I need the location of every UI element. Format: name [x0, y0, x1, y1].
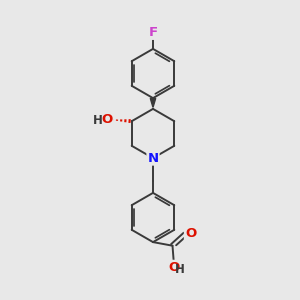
Text: F: F — [148, 26, 158, 39]
Text: O: O — [168, 261, 179, 274]
Text: O: O — [185, 226, 196, 240]
Text: H: H — [93, 114, 103, 127]
Text: N: N — [147, 152, 159, 165]
Text: O: O — [101, 113, 113, 126]
Polygon shape — [150, 98, 156, 107]
Text: H: H — [176, 263, 185, 276]
